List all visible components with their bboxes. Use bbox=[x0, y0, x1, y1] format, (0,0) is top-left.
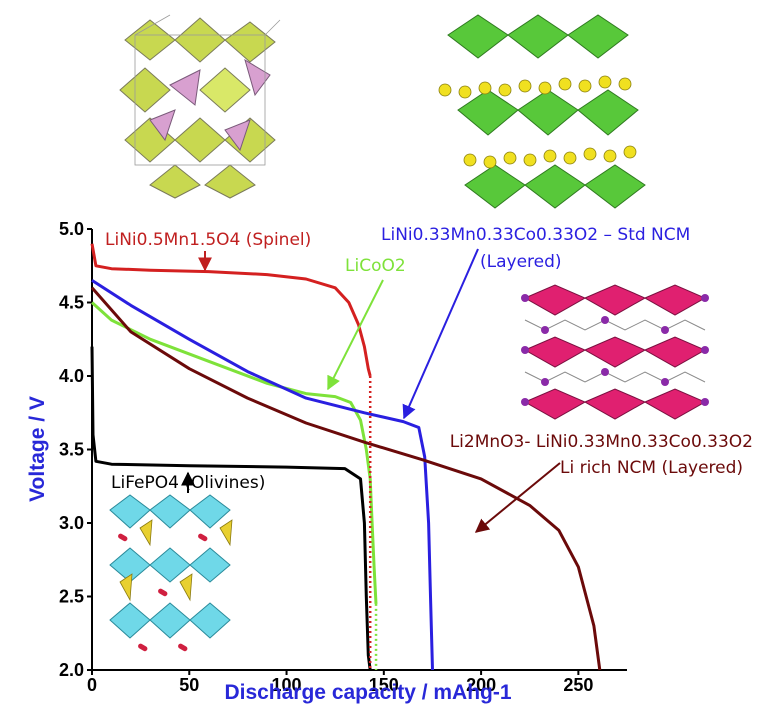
x-tick-label: 200 bbox=[466, 675, 496, 695]
series-layer bbox=[90, 243, 602, 671]
y-axis-title: Voltage / V bbox=[26, 396, 49, 502]
series-line-1 bbox=[90, 243, 372, 377]
spinel-structure-illustration bbox=[112, 10, 287, 200]
svg-text:Li rich NCM (Layered): Li rich NCM (Layered) bbox=[560, 458, 743, 478]
std-ncm-arrow bbox=[402, 248, 479, 420]
annotation-spinel: LiNi0.5Mn1.5O4 (Spinel) bbox=[105, 230, 311, 272]
y-tick-label: 4.0 bbox=[59, 366, 84, 386]
std-ncm-layered-label: (Layered) bbox=[480, 252, 562, 272]
y-tick-label: 4.5 bbox=[59, 293, 84, 313]
y-ticks: 2.0 2.5 3.0 3.5 4.0 4.5 5.0 bbox=[59, 219, 92, 680]
y-tick-label: 2.0 bbox=[59, 660, 84, 680]
annotation-licoo2: LiCoO2 bbox=[327, 256, 406, 391]
li-rich-ncm-label: Li2MnO3- LiNi0.33Mn0.33Co0.33O2 bbox=[450, 432, 753, 452]
annotation-lifepo4: LiFePO4 (Olivines) bbox=[111, 471, 265, 493]
std-ncm-label: LiNi0.33Mn0.33Co0.33O2 – Std NCM bbox=[381, 225, 690, 245]
annotation-li-rich-ncm: Li2MnO3- LiNi0.33Mn0.33Co0.33O2 Li rich … bbox=[450, 432, 753, 533]
licoo2-arrow bbox=[327, 279, 384, 391]
x-tick-label: 0 bbox=[87, 675, 97, 695]
svg-text:(Layered): (Layered) bbox=[480, 252, 562, 272]
svg-text:Li2MnO3- LiNi0.33Mn0.33Co0.33O: Li2MnO3- LiNi0.33Mn0.33Co0.33O2 bbox=[450, 432, 753, 452]
x-tick-label: 100 bbox=[272, 675, 302, 695]
y-tick-label: 3.0 bbox=[59, 513, 84, 533]
series-line-3 bbox=[91, 279, 434, 671]
x-tick-label: 250 bbox=[563, 675, 593, 695]
li-rich-ncm-structure-illustration bbox=[521, 284, 709, 420]
series-line-2 bbox=[90, 301, 378, 604]
layered-ncm-structure-illustration bbox=[438, 14, 646, 209]
series-line-5 bbox=[90, 346, 372, 671]
annotation-std-ncm: LiNi0.33Mn0.33Co0.33O2 – Std NCM (Layere… bbox=[381, 225, 690, 420]
x-ticks: 0 50 100 150 200 250 bbox=[87, 670, 593, 695]
y-tick-label: 5.0 bbox=[59, 219, 84, 239]
li-rich-ncm-arrow bbox=[474, 462, 561, 533]
svg-text:LiNi0.5Mn1.5O4 (Spinel): LiNi0.5Mn1.5O4 (Spinel) bbox=[105, 230, 311, 250]
svg-text:LiCoO2: LiCoO2 bbox=[345, 256, 406, 276]
x-tick-label: 150 bbox=[369, 675, 399, 695]
spinel-label: LiNi0.5Mn1.5O4 (Spinel) bbox=[105, 230, 311, 250]
series-line-4 bbox=[90, 286, 602, 671]
y-tick-label: 2.5 bbox=[59, 587, 84, 607]
svg-text:LiNi0.33Mn0.33Co0.33O2 – Std N: LiNi0.33Mn0.33Co0.33O2 – Std NCM bbox=[381, 225, 690, 245]
y-tick-label: 3.5 bbox=[59, 440, 84, 460]
li-rich-ncm-sub-label: Li rich NCM (Layered) bbox=[560, 458, 743, 478]
x-axis-title: Discharge capacity / mAhg-1 bbox=[224, 681, 511, 704]
licoo2-label: LiCoO2 bbox=[345, 256, 406, 276]
olivine-structure-illustration bbox=[104, 493, 249, 652]
x-tick-label: 50 bbox=[179, 675, 199, 695]
